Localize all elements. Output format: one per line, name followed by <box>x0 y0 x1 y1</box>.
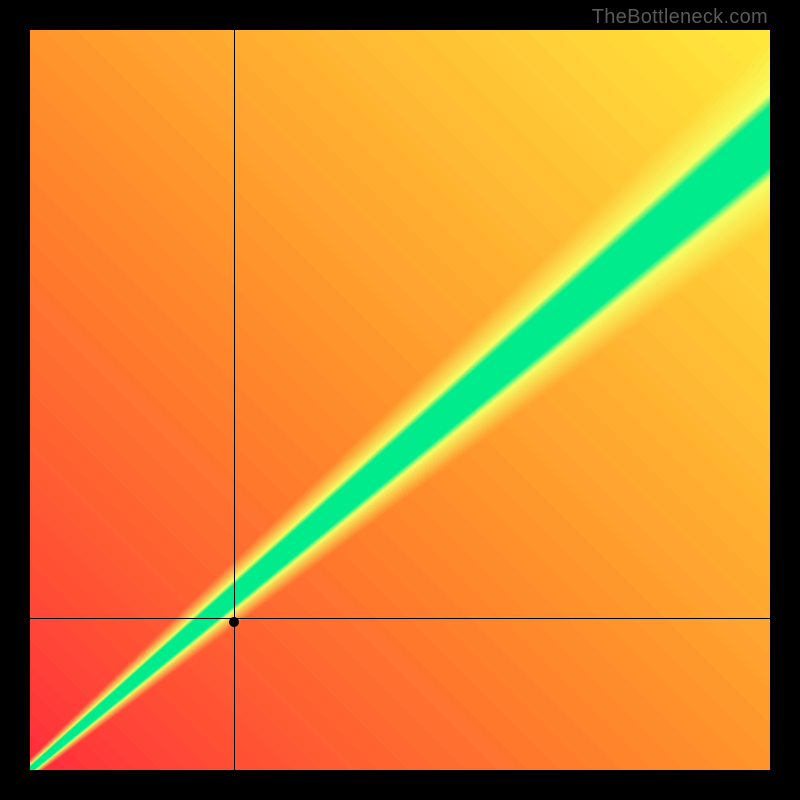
marker-dot <box>229 617 239 627</box>
crosshair-horizontal <box>30 618 770 619</box>
plot-area <box>30 30 770 770</box>
crosshair-vertical <box>234 30 235 770</box>
chart-container: TheBottleneck.com <box>0 0 800 800</box>
watermark-label: TheBottleneck.com <box>592 6 768 29</box>
heatmap-canvas <box>30 30 770 770</box>
